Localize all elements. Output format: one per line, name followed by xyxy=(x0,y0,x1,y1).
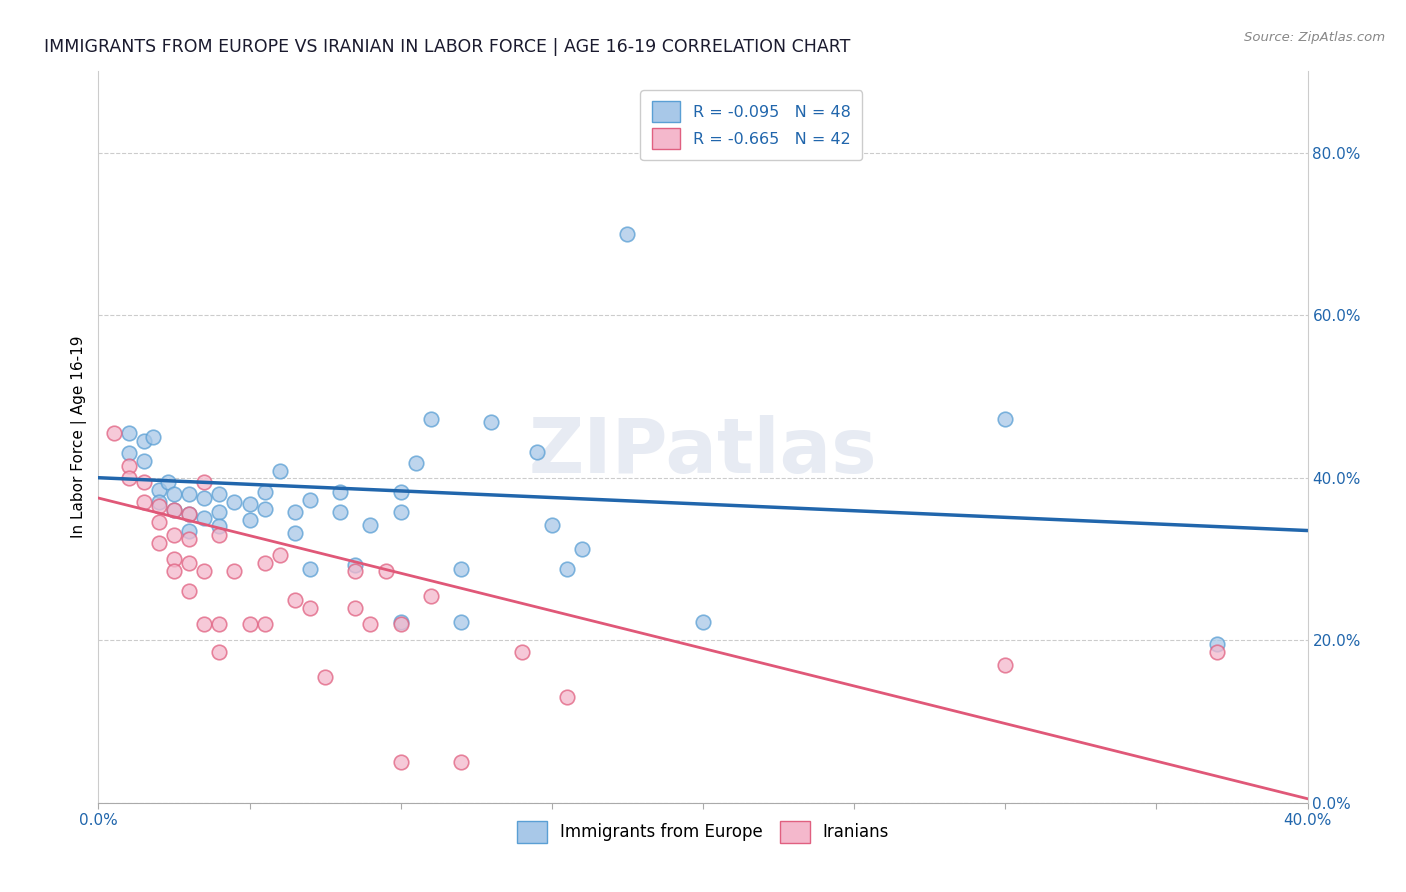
Point xyxy=(193,617,215,632)
Point xyxy=(299,600,322,615)
Point xyxy=(148,535,170,549)
Point xyxy=(163,527,186,541)
Point xyxy=(208,527,231,541)
Point xyxy=(239,617,262,632)
Point xyxy=(450,755,472,769)
Point xyxy=(450,615,472,630)
Point xyxy=(193,475,215,489)
Point xyxy=(224,564,246,578)
Y-axis label: In Labor Force | Age 16-19: In Labor Force | Age 16-19 xyxy=(72,335,87,539)
Point xyxy=(208,487,231,501)
Point xyxy=(405,456,427,470)
Point xyxy=(193,564,215,578)
Point xyxy=(148,516,170,530)
Point xyxy=(132,495,155,509)
Point xyxy=(389,755,412,769)
Point xyxy=(179,524,201,538)
Point xyxy=(103,425,125,440)
Point xyxy=(329,485,352,500)
Point xyxy=(344,600,367,615)
Point xyxy=(314,670,336,684)
Point xyxy=(994,412,1017,426)
Point xyxy=(360,517,382,532)
Point xyxy=(420,412,443,426)
Point xyxy=(224,495,246,509)
Point xyxy=(132,454,155,468)
Point xyxy=(344,564,367,578)
Point xyxy=(193,511,215,525)
Point xyxy=(118,446,141,460)
Point xyxy=(239,513,262,527)
Point xyxy=(284,505,307,519)
Point xyxy=(284,592,307,607)
Point xyxy=(179,584,201,599)
Point xyxy=(148,499,170,513)
Point xyxy=(253,501,276,516)
Point xyxy=(163,552,186,566)
Point xyxy=(269,464,291,478)
Point xyxy=(179,556,201,570)
Point xyxy=(510,645,533,659)
Point xyxy=(389,485,412,500)
Point xyxy=(253,556,276,570)
Point xyxy=(389,615,412,630)
Point xyxy=(450,562,472,576)
Point xyxy=(118,458,141,473)
Point xyxy=(163,503,186,517)
Point xyxy=(148,483,170,497)
Point xyxy=(571,542,593,557)
Point xyxy=(540,517,562,532)
Point xyxy=(616,227,638,241)
Point xyxy=(420,589,443,603)
Point xyxy=(360,617,382,632)
Point xyxy=(208,519,231,533)
Point xyxy=(163,487,186,501)
Point xyxy=(329,505,352,519)
Point xyxy=(179,487,201,501)
Point xyxy=(179,532,201,546)
Point xyxy=(481,416,503,430)
Point xyxy=(163,503,186,517)
Point xyxy=(118,471,141,485)
Point xyxy=(163,564,186,578)
Point xyxy=(526,444,548,458)
Point xyxy=(208,645,231,659)
Point xyxy=(389,617,412,632)
Point xyxy=(179,508,201,522)
Point xyxy=(555,690,578,705)
Point xyxy=(193,491,215,505)
Point xyxy=(389,505,412,519)
Point xyxy=(179,508,201,522)
Point xyxy=(1206,645,1229,659)
Point xyxy=(253,617,276,632)
Point xyxy=(555,562,578,576)
Text: IMMIGRANTS FROM EUROPE VS IRANIAN IN LABOR FORCE | AGE 16-19 CORRELATION CHART: IMMIGRANTS FROM EUROPE VS IRANIAN IN LAB… xyxy=(44,38,851,56)
Point xyxy=(994,657,1017,672)
Point xyxy=(344,558,367,573)
Point xyxy=(132,434,155,449)
Point xyxy=(148,495,170,509)
Point xyxy=(118,425,141,440)
Point xyxy=(239,497,262,511)
Point xyxy=(132,475,155,489)
Legend: Immigrants from Europe, Iranians: Immigrants from Europe, Iranians xyxy=(510,814,896,849)
Point xyxy=(374,564,396,578)
Point xyxy=(269,548,291,562)
Point xyxy=(284,526,307,541)
Point xyxy=(253,485,276,500)
Point xyxy=(692,615,714,630)
Point xyxy=(299,562,322,576)
Point xyxy=(156,475,179,489)
Point xyxy=(1206,637,1229,651)
Point xyxy=(142,430,165,444)
Text: ZIPatlas: ZIPatlas xyxy=(529,415,877,489)
Text: Source: ZipAtlas.com: Source: ZipAtlas.com xyxy=(1244,31,1385,45)
Point xyxy=(299,493,322,508)
Point xyxy=(208,617,231,632)
Point xyxy=(208,505,231,519)
